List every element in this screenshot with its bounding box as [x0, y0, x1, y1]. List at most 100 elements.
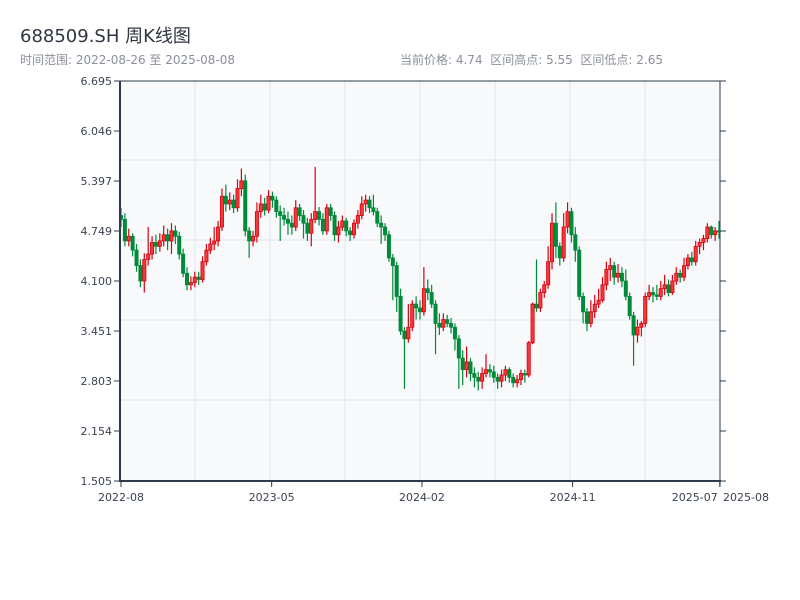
candle-up — [616, 272, 621, 278]
candle-down — [247, 230, 252, 242]
candle-down — [584, 311, 589, 324]
candle-up — [685, 257, 690, 266]
candle-down — [456, 338, 461, 359]
candle-up — [592, 303, 597, 313]
candle-down — [367, 199, 372, 209]
candle-up — [670, 280, 675, 293]
candle-down — [557, 245, 562, 259]
candle-up — [212, 240, 217, 245]
candle-down — [612, 265, 617, 278]
candle-up — [542, 284, 547, 293]
candle-up — [635, 326, 640, 336]
candle-down — [417, 307, 422, 313]
candle-up — [258, 203, 263, 213]
candle-down — [495, 376, 500, 382]
candle-up — [200, 261, 205, 280]
candle-up — [254, 211, 259, 237]
y-tick-label: 6.695 — [81, 75, 113, 88]
candle-down — [153, 242, 158, 247]
candle-down — [394, 265, 399, 297]
candle-up — [309, 218, 314, 234]
candle-up — [208, 243, 213, 251]
candle-up — [518, 373, 523, 381]
candle-up — [550, 222, 555, 263]
candle-up — [336, 226, 341, 236]
candle-up — [216, 226, 221, 242]
candle-up — [441, 319, 446, 328]
candle-down — [231, 199, 236, 209]
candle-down — [487, 369, 492, 373]
candle-down — [437, 322, 442, 328]
candle-down — [689, 257, 694, 263]
candle-up — [251, 235, 256, 242]
candle-down — [185, 272, 190, 286]
candle-down — [402, 330, 407, 340]
time-range: 时间范围: 2022-08-26 至 2025-08-08 — [20, 53, 235, 67]
candle-down — [282, 215, 287, 220]
candle-up — [705, 226, 710, 240]
candle-down — [577, 249, 582, 297]
candle-down — [390, 257, 395, 266]
candle-down — [278, 211, 283, 216]
candle-up — [530, 303, 535, 344]
candle-up — [266, 195, 271, 211]
x-tick-label: 2024-11 — [550, 491, 596, 504]
candle-down — [429, 292, 434, 305]
candle-up — [146, 253, 151, 260]
candle-down — [320, 218, 325, 232]
candle-up — [561, 226, 566, 259]
candle-down — [619, 272, 624, 282]
candle-down — [386, 234, 391, 259]
candle-down — [181, 253, 186, 274]
candle-up — [604, 269, 609, 286]
candle-up — [662, 284, 667, 290]
candle-down — [631, 315, 636, 336]
candle-down — [573, 234, 578, 251]
candle-down — [476, 376, 481, 382]
candle-down — [328, 207, 333, 216]
candle-up — [169, 230, 174, 242]
candle-down — [460, 357, 465, 371]
candle-up — [227, 199, 232, 205]
candle-down — [297, 207, 302, 216]
candle-down — [666, 284, 671, 293]
candle-down — [173, 230, 178, 237]
candle-down — [332, 215, 337, 236]
candle-down — [449, 322, 454, 328]
candle-down — [375, 211, 380, 224]
candle-up — [499, 374, 504, 382]
candle-down — [534, 303, 539, 309]
candle-down — [678, 272, 683, 278]
candle-up — [219, 195, 224, 228]
candle-down — [581, 296, 586, 313]
candle-down — [243, 180, 248, 232]
x-tick-label: 2025-08 — [723, 491, 769, 504]
candle-up — [608, 265, 613, 270]
candle-down — [130, 235, 135, 251]
candle-up — [161, 234, 166, 242]
candle-up — [421, 288, 426, 313]
candle-up — [157, 240, 162, 247]
candle-down — [122, 218, 127, 242]
candle-up — [142, 259, 147, 282]
candle-down — [445, 319, 450, 324]
candle-up — [150, 242, 155, 255]
candle-up — [503, 369, 508, 376]
candle-down — [414, 303, 419, 309]
candle-down — [623, 280, 628, 297]
candle-up — [235, 188, 240, 209]
y-tick-label: 5.397 — [81, 175, 113, 188]
candle-up — [674, 272, 679, 282]
candle-up — [239, 180, 244, 189]
candle-up — [410, 303, 415, 328]
candle-up — [480, 373, 485, 382]
x-tick-label: 2025-07 — [672, 491, 718, 504]
x-tick-label: 2022-08 — [98, 491, 144, 504]
candle-down — [425, 288, 430, 293]
y-tick-label: 3.451 — [81, 325, 113, 338]
candle-up — [600, 284, 605, 301]
candle-up — [658, 288, 663, 297]
candle-up — [682, 265, 687, 278]
chart-title: 688509.SH 周K线图 — [20, 26, 191, 47]
y-tick-label: 6.046 — [81, 125, 113, 138]
